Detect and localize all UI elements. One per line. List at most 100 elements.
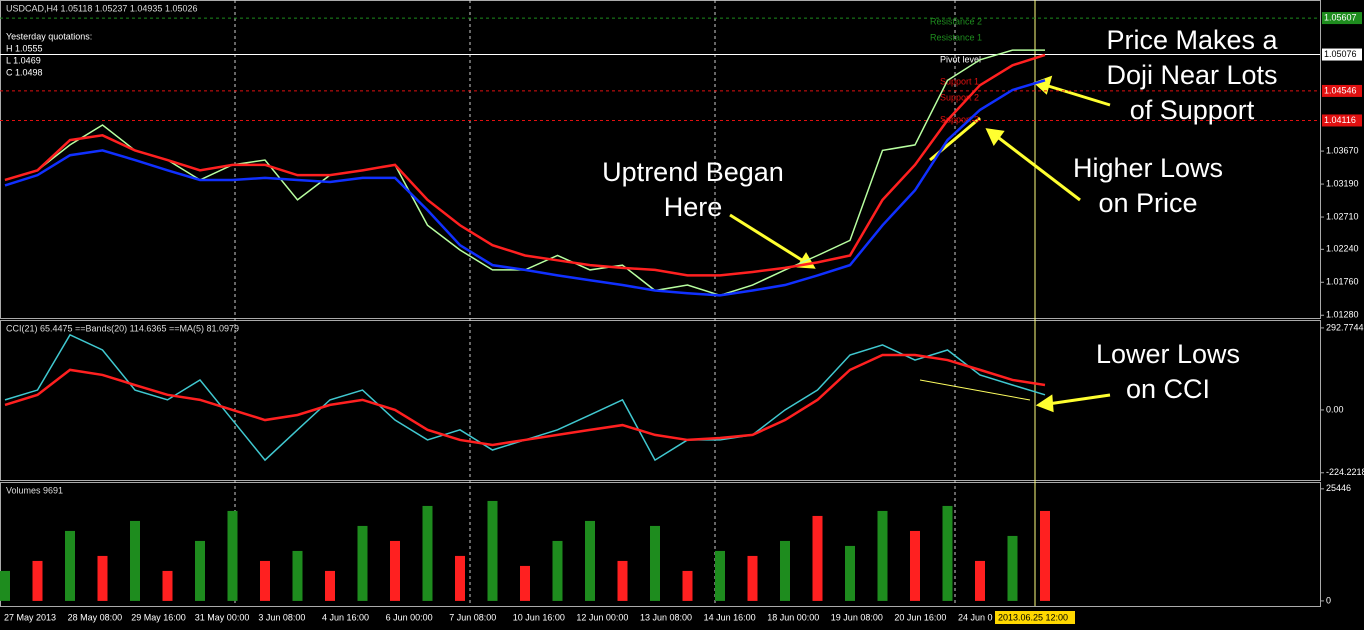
x-tick-label: 31 May 00:00 <box>195 612 250 622</box>
quote-info: L 1.0469 <box>6 55 41 65</box>
pivot-label: Pivot level <box>940 54 981 64</box>
volume-bar <box>520 565 530 601</box>
level-label: 1.05076 <box>1324 49 1357 59</box>
volume-bar <box>910 530 920 601</box>
y-tick-label: -224.2218 <box>1326 467 1364 477</box>
x-tick-label: 3 Jun 08:00 <box>258 612 305 622</box>
volume-bar <box>487 500 498 601</box>
volume-bar <box>32 560 43 601</box>
quote-info: H 1.0555 <box>6 43 43 53</box>
quote-info: Yesterday quotations: <box>6 31 92 41</box>
volume-bar <box>357 525 368 601</box>
time-grid <box>234 0 956 606</box>
x-tick-label: 19 Jun 08:00 <box>831 612 883 622</box>
x-tick-label: 13 Jun 08:00 <box>640 612 692 622</box>
volume-bar <box>422 505 433 601</box>
x-tick-label: 6 Jun 00:00 <box>386 612 433 622</box>
volume-bar <box>260 560 270 601</box>
x-tick-label: 18 Jun 00:00 <box>767 612 819 622</box>
y-tick-label: 1.01760 <box>1326 277 1359 287</box>
y-tick-label: 1.03670 <box>1326 145 1359 155</box>
panel-title: Volumes 9691 <box>6 485 63 495</box>
volume-frame <box>0 482 1321 607</box>
panel-title: USDCAD,H4 1.05118 1.05237 1.04935 1.0502… <box>6 3 197 13</box>
x-tick-label: 28 May 08:00 <box>68 612 123 622</box>
volume-bar <box>162 570 173 601</box>
annotation: of Support <box>1130 95 1255 125</box>
volume-bar <box>195 540 205 601</box>
price-frame <box>0 0 1321 319</box>
quote-info: C 1.0498 <box>6 67 43 77</box>
cci-frame <box>0 320 1321 481</box>
volume-bar <box>292 550 303 601</box>
volume-bar <box>455 555 465 601</box>
level-tag <box>1322 12 1362 25</box>
annotation: Doji Near Lots <box>1106 60 1277 90</box>
level-tag <box>1322 84 1362 97</box>
x-tick-label: 12 Jun 00:00 <box>576 612 628 622</box>
volume-bar <box>585 520 595 601</box>
volume-bar <box>747 555 758 601</box>
y-tick-label: 1.01280 <box>1326 310 1359 320</box>
x-tick-label: 7 Jun 08:00 <box>449 612 496 622</box>
level-label: 1.04546 <box>1324 85 1357 95</box>
y-tick-label: 1.03190 <box>1326 178 1359 188</box>
y-tick-label: 0 <box>1326 595 1331 605</box>
volume-bar <box>552 540 563 601</box>
annotation: Price Makes a <box>1106 25 1278 55</box>
x-tick-label: 10 Jun 16:00 <box>513 612 565 622</box>
volume-bar <box>97 555 108 601</box>
volume-bar <box>715 550 725 601</box>
volume-bar <box>0 570 10 601</box>
y-tick-label: 1.02710 <box>1326 211 1359 221</box>
series-line <box>4 79 1046 297</box>
pivot-label: Support 2 <box>940 92 979 102</box>
pivot-label: Support 1 <box>940 76 979 86</box>
y-tick-label: 292.7744 <box>1326 322 1364 332</box>
y-tick-label: 0.00 <box>1326 404 1344 414</box>
annotation: Here <box>664 192 723 222</box>
level-tag <box>1322 48 1362 61</box>
annotation: Uptrend Began <box>602 157 784 187</box>
volume-bar <box>942 505 953 601</box>
panel-title: CCI(21) 65.4475 ==Bands(20) 114.6365 ==M… <box>6 323 239 333</box>
volume-bar <box>845 545 855 601</box>
annotation: Lower Lows <box>1096 339 1240 369</box>
y-tick-label: 25446 <box>1326 483 1351 493</box>
volume-bar <box>325 570 335 601</box>
x-tick-label: 27 May 2013 <box>4 612 56 622</box>
cursor-tag <box>995 611 1075 624</box>
level-tag <box>1322 114 1362 127</box>
pivot-label: Resistance 2 <box>930 16 982 26</box>
x-tick-label: 4 Jun 16:00 <box>322 612 369 622</box>
pivot-label: Resistance 1 <box>930 32 982 42</box>
volume-bar <box>682 570 693 601</box>
annotation: Higher Lows <box>1073 153 1223 183</box>
volume-bar <box>650 525 660 601</box>
volume-bar <box>390 540 400 601</box>
cci-trendline <box>919 379 1031 401</box>
x-tick-label: 24 Jun 0 <box>958 612 993 622</box>
x-tick-label: 29 May 16:00 <box>131 612 186 622</box>
volume-bar <box>1007 535 1018 601</box>
pivot-label: Support 3 <box>940 114 979 124</box>
series-line <box>4 53 1046 277</box>
series-line <box>4 353 1046 447</box>
volume-bar <box>227 510 238 601</box>
volume-bar <box>617 560 628 601</box>
y-tick-label: 1.02240 <box>1326 244 1359 254</box>
volume-bar <box>975 560 985 601</box>
volume-bar <box>65 530 75 601</box>
volume-bar <box>780 540 790 601</box>
volume-bar <box>812 515 823 601</box>
cursor-label: 2013.06.25 12:00 <box>998 612 1068 622</box>
volume-bar <box>877 510 888 601</box>
level-label: 1.04116 <box>1324 115 1356 125</box>
x-tick-label: 20 Jun 16:00 <box>894 612 946 622</box>
annotation: on CCI <box>1126 374 1210 404</box>
x-tick-label: 14 Jun 16:00 <box>704 612 756 622</box>
volume-bar <box>130 520 140 601</box>
level-label: 1.05607 <box>1324 12 1357 22</box>
